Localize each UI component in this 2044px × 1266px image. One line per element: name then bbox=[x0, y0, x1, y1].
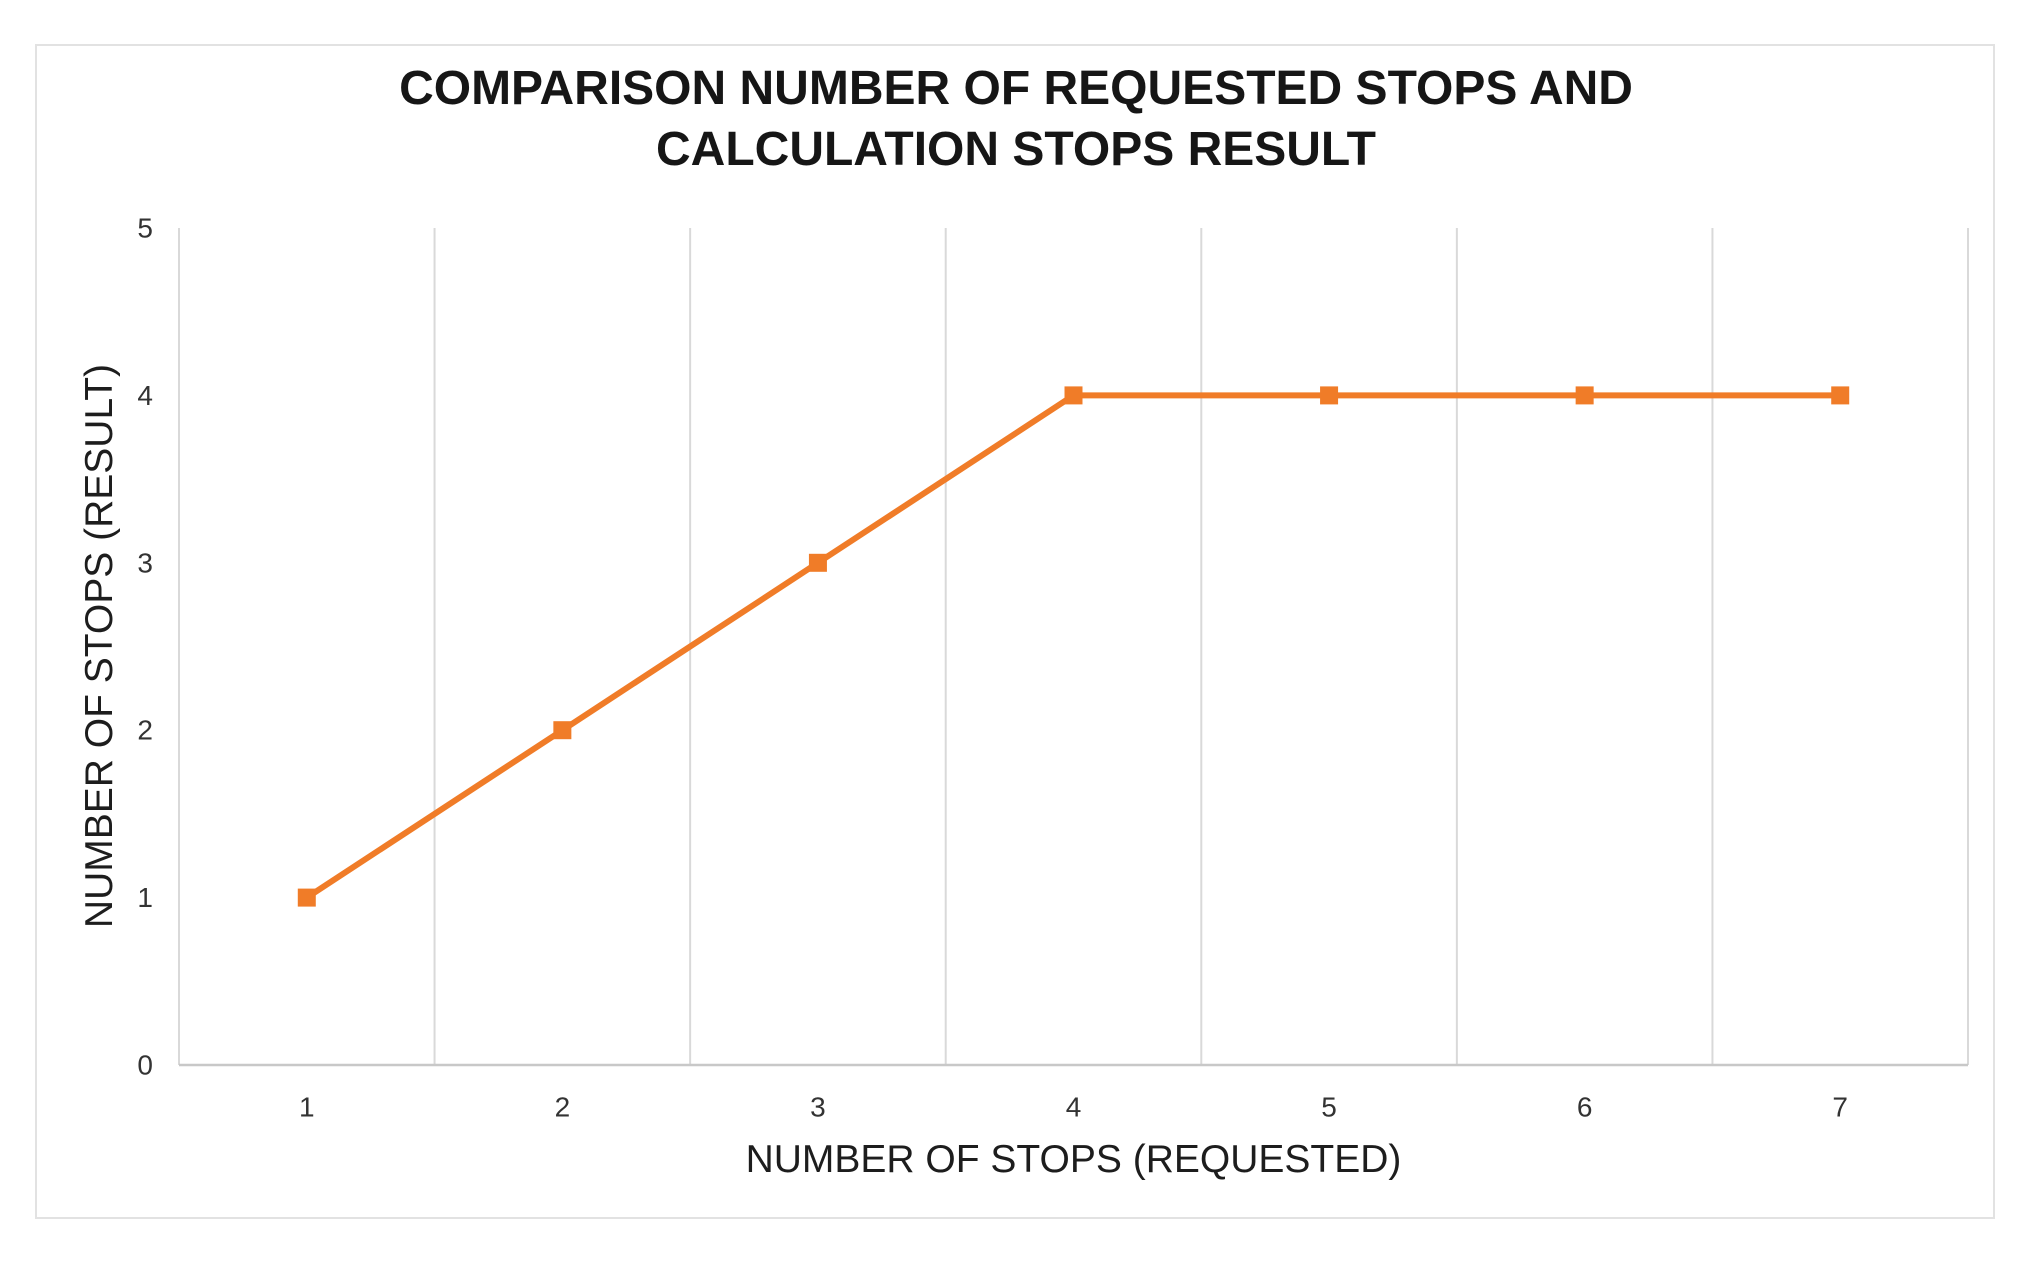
x-axis-title: NUMBER OF STOPS (REQUESTED) bbox=[745, 1138, 1402, 1181]
x-tick-label: 7 bbox=[1832, 1092, 1848, 1123]
y-tick-label: 0 bbox=[137, 1050, 153, 1081]
y-tick-label: 1 bbox=[137, 882, 153, 913]
data-point-marker bbox=[808, 553, 827, 572]
data-point-marker bbox=[297, 888, 316, 907]
data-point-marker bbox=[1064, 386, 1083, 405]
x-tick-label: 6 bbox=[1577, 1092, 1593, 1123]
chart-title: COMPARISON NUMBER OF REQUESTED STOPS AND… bbox=[37, 58, 1995, 180]
data-point-marker bbox=[1831, 386, 1850, 405]
y-axis-title: NUMBER OF STOPS (RESULT) bbox=[78, 363, 121, 929]
x-tick-label: 3 bbox=[810, 1092, 826, 1123]
chart-title-line-2: CALCULATION STOPS RESULT bbox=[656, 123, 1376, 176]
data-point-marker bbox=[1320, 386, 1339, 405]
y-tick-label: 4 bbox=[137, 380, 153, 411]
y-tick-label: 5 bbox=[137, 213, 153, 244]
data-point-marker bbox=[1575, 386, 1594, 405]
chart-frame bbox=[35, 44, 1995, 1219]
chart-title-line-1: COMPARISON NUMBER OF REQUESTED STOPS AND bbox=[399, 62, 1633, 115]
x-tick-label: 5 bbox=[1321, 1092, 1337, 1123]
data-point-marker bbox=[553, 721, 572, 740]
y-tick-label: 3 bbox=[137, 547, 153, 578]
x-tick-label: 2 bbox=[555, 1092, 571, 1123]
x-tick-label: 1 bbox=[299, 1092, 315, 1123]
x-tick-label: 4 bbox=[1066, 1092, 1082, 1123]
y-tick-label: 2 bbox=[137, 715, 153, 746]
data-line bbox=[305, 392, 1841, 901]
